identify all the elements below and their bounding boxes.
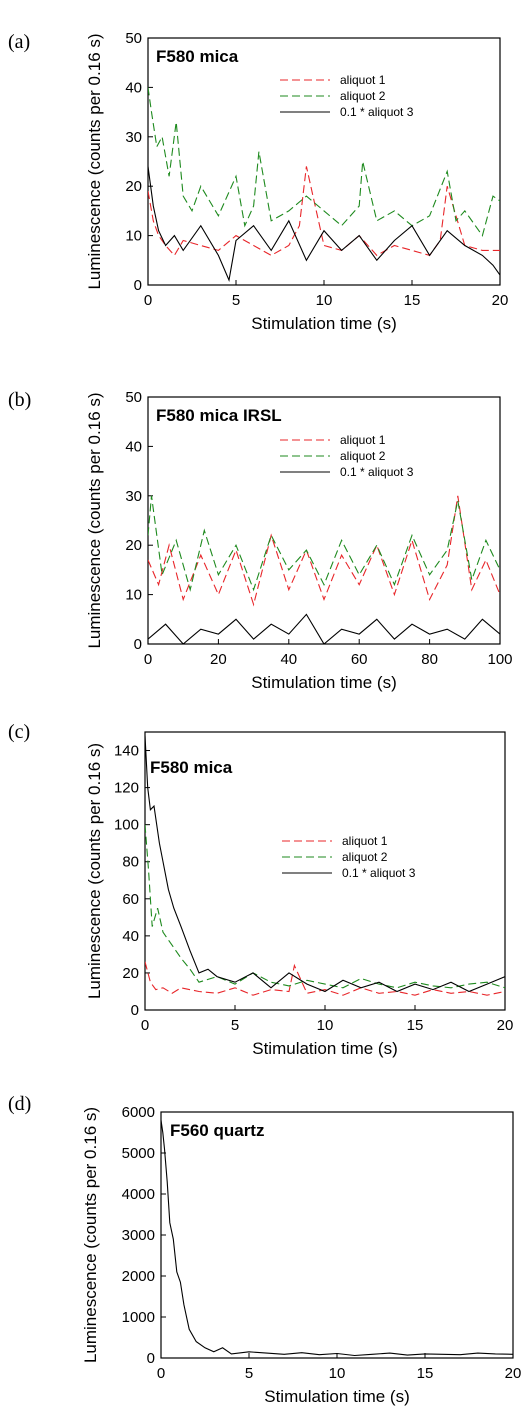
legend: aliquot 1 aliquot 2 0.1 * aliquot 3	[282, 834, 416, 880]
y-tick-label: 0	[131, 1002, 139, 1019]
y-tick-label: 10	[125, 587, 142, 604]
x-tick-label: 80	[421, 651, 438, 668]
x-tick-label: 5	[245, 1365, 253, 1382]
y-axis-title: Luminescence (counts per 0.16 s)	[85, 392, 104, 648]
series-line	[145, 824, 505, 989]
y-tick-label: 20	[125, 178, 142, 195]
y-tick-label: 140	[114, 743, 139, 760]
y-tick-label: 6000	[122, 1104, 155, 1121]
chart-title: F580 mica	[150, 758, 233, 777]
x-axis-title: Stimulation time (s)	[252, 1039, 397, 1058]
legend-label: aliquot 2	[342, 850, 388, 864]
series-line	[148, 87, 500, 237]
panel-letter: (a)	[8, 31, 30, 53]
x-tick-label: 10	[329, 1365, 346, 1382]
plot-frame	[147, 396, 501, 645]
y-tick-label: 40	[125, 438, 142, 455]
legend-label: 0.1 * aliquot 3	[340, 465, 414, 479]
plot-frame	[147, 37, 501, 286]
y-tick-label: 50	[125, 30, 142, 47]
chart-title: F560 quartz	[170, 1121, 264, 1140]
x-tick-label: 20	[505, 1365, 522, 1382]
series-line	[161, 1120, 513, 1357]
x-tick-label: 0	[141, 1017, 149, 1034]
y-tick-label: 0	[147, 1350, 155, 1367]
chart-panel: (d) 0 1000 2000 3000 4000 5000 6000 0 5 10 15 20 Stim…	[8, 1093, 521, 1406]
legend-label: 0.1 * aliquot 3	[340, 105, 414, 119]
series-line	[148, 613, 500, 644]
legend-label: aliquot 1	[340, 73, 386, 87]
legend-label: 0.1 * aliquot 3	[342, 866, 416, 880]
x-tick-label: 40	[280, 651, 297, 668]
x-tick-label: 15	[417, 1365, 434, 1382]
y-tick-label: 0	[134, 636, 142, 653]
chart-panel: (c) 0 20 40 60 80 100 120 140 0 5 10 15 20 Stimulation…	[8, 721, 513, 1058]
y-tick-label: 30	[125, 129, 142, 146]
x-tick-label: 10	[316, 292, 333, 309]
y-tick-label: 4000	[122, 1186, 155, 1203]
chart-title: F580 mica IRSL	[156, 406, 282, 425]
series-line	[148, 495, 500, 607]
series-line	[148, 166, 500, 283]
x-axis-title: Stimulation time (s)	[251, 673, 396, 692]
x-tick-label: 20	[492, 292, 509, 309]
legend-label: aliquot 1	[340, 433, 386, 447]
y-axis-title: Luminescence (counts per 0.16 s)	[85, 33, 104, 289]
legend: aliquot 1 aliquot 2 0.1 * aliquot 3	[280, 433, 414, 479]
x-tick-label: 0	[144, 651, 152, 668]
series-line	[145, 735, 505, 993]
y-tick-label: 10	[125, 228, 142, 245]
x-tick-label: 20	[210, 651, 227, 668]
y-tick-label: 30	[125, 488, 142, 505]
legend-label: aliquot 2	[340, 449, 386, 463]
y-tick-label: 50	[125, 389, 142, 406]
chart-title: F580 mica	[156, 47, 239, 66]
y-axis-title: Luminescence (counts per 0.16 s)	[81, 1107, 100, 1363]
y-tick-label: 20	[125, 537, 142, 554]
chart-panel: (b) 0 10 20 30 40 50 0 20 40 60 80 100 Stimulation ti…	[8, 389, 513, 692]
y-tick-label: 120	[114, 780, 139, 797]
x-tick-label: 0	[157, 1365, 165, 1382]
series-line	[145, 961, 505, 996]
x-tick-label: 5	[232, 292, 240, 309]
y-tick-label: 40	[125, 79, 142, 96]
panel-letter: (d)	[8, 1093, 31, 1115]
panel-letter: (c)	[8, 721, 30, 743]
x-tick-label: 100	[487, 651, 512, 668]
x-tick-label: 0	[144, 292, 152, 309]
y-tick-label: 5000	[122, 1145, 155, 1162]
legend: aliquot 1 aliquot 2 0.1 * aliquot 3	[280, 73, 414, 119]
legend-label: aliquot 1	[342, 834, 388, 848]
plot-frame	[160, 1111, 514, 1359]
panel-letter: (b)	[8, 389, 31, 411]
x-axis-title: Stimulation time (s)	[264, 1387, 409, 1406]
y-tick-label: 2000	[122, 1268, 155, 1285]
x-tick-label: 5	[231, 1017, 239, 1034]
x-tick-label: 60	[351, 651, 368, 668]
y-tick-label: 100	[114, 817, 139, 834]
y-tick-label: 3000	[122, 1227, 155, 1244]
x-tick-label: 15	[404, 292, 421, 309]
y-tick-label: 1000	[122, 1309, 155, 1326]
x-axis-title: Stimulation time (s)	[251, 314, 396, 333]
series-line	[148, 495, 500, 592]
y-tick-label: 40	[122, 928, 139, 945]
x-tick-label: 20	[497, 1017, 514, 1034]
chart-panel: (a) 0 10 20 30 40 50 0 5 10 15 20 Stimulation time (…	[8, 30, 508, 333]
y-tick-label: 20	[122, 965, 139, 982]
x-tick-label: 10	[317, 1017, 334, 1034]
y-tick-label: 60	[122, 891, 139, 908]
x-tick-label: 15	[407, 1017, 424, 1034]
y-tick-label: 80	[122, 854, 139, 871]
y-tick-label: 0	[134, 277, 142, 294]
legend-label: aliquot 2	[340, 89, 386, 103]
y-axis-title: Luminescence (counts per 0.16 s)	[85, 743, 104, 999]
